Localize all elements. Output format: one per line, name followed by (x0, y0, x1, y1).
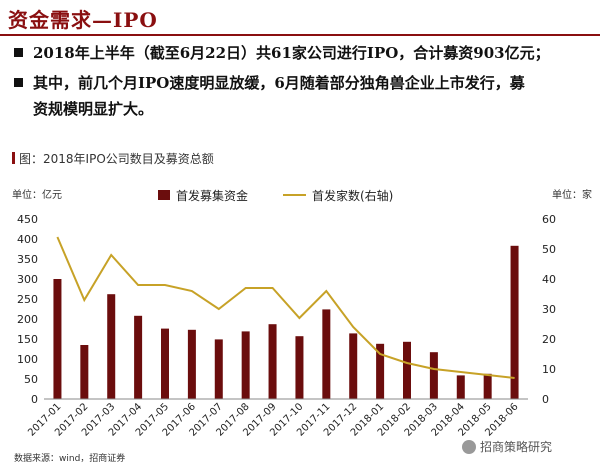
right-tick-label: 30 (542, 303, 556, 316)
chart-caption: 图：2018年IPO公司数目及募资总额 (12, 150, 214, 167)
bar (456, 375, 465, 399)
legend-bar-swatch (158, 190, 170, 200)
left-tick-label: 100 (17, 353, 38, 366)
x-axis: 2017-012017-022017-032017-042017-052017-… (26, 398, 528, 439)
bar (403, 341, 411, 399)
bar (510, 245, 519, 399)
bar-series (53, 245, 519, 399)
bar (187, 329, 196, 399)
legend-line-label: 首发家数(右轴) (312, 188, 393, 203)
left-unit-label: 单位：亿元 (12, 188, 62, 201)
series-line (56, 236, 515, 379)
bullet-point-1: 2018年上半年（截至6月22日）共61家公司进行IPO，合计募资903亿元； (14, 40, 550, 66)
bar (349, 333, 358, 399)
bar (80, 345, 89, 399)
bar (241, 331, 250, 399)
right-axis: 0 10 20 30 40 50 60 (542, 213, 556, 406)
bar (429, 352, 438, 399)
chart-legend: 首发募集资金 首发家数(右轴) (158, 188, 393, 203)
right-tick-label: 40 (542, 273, 556, 286)
right-tick-label: 10 (542, 363, 556, 376)
right-tick-label: 50 (542, 243, 556, 256)
watermark-text: 招商策略研究 (480, 440, 553, 454)
bar (322, 309, 331, 399)
left-tick-label: 200 (17, 313, 38, 326)
square-bullet-icon (14, 78, 23, 87)
caption-marker (12, 152, 15, 164)
bar (483, 373, 492, 399)
left-axis: 0 50 100 150 200 250 300 350 400 450 (17, 213, 38, 406)
right-tick-label: 0 (542, 393, 549, 406)
bar (214, 339, 223, 399)
left-tick-label: 50 (24, 373, 38, 386)
left-tick-label: 250 (17, 293, 38, 306)
wechat-icon (462, 440, 476, 454)
bar (268, 324, 277, 399)
chart-caption-text: 图：2018年IPO公司数目及募资总额 (19, 152, 214, 166)
bar (295, 336, 304, 399)
legend-bar-label: 首发募集资金 (176, 188, 248, 203)
bullet-text-2-continued: 资规模明显扩大。 (33, 100, 154, 118)
page-title: 资金需求—IPO (8, 8, 158, 32)
bar (53, 279, 62, 399)
line-series (56, 236, 515, 379)
bullet-point-2: 其中，前几个月IPO速度明显放缓，6月随着部分独角兽企业上市发行，募 资规模明显… (14, 70, 586, 122)
bar (107, 294, 116, 399)
right-tick-label: 60 (542, 213, 556, 226)
watermark: 招商策略研究 (462, 438, 552, 455)
left-tick-label: 0 (31, 393, 38, 406)
bullet-text-1: 2018年上半年（截至6月22日）共61家公司进行IPO，合计募资903亿元； (33, 44, 550, 62)
bar (376, 343, 385, 399)
right-tick-label: 20 (542, 333, 556, 346)
right-unit-label: 单位：家 (552, 188, 592, 201)
bullet-text-2: 其中，前几个月IPO速度明显放缓，6月随着部分独角兽企业上市发行，募 (33, 74, 525, 92)
ipo-chart: 单位：亿元 单位：家 首发募集资金 首发家数(右轴) 05010015020025… (12, 188, 592, 439)
left-tick-label: 300 (17, 273, 38, 286)
left-tick-label: 400 (17, 233, 38, 246)
left-tick-label: 150 (17, 333, 38, 346)
data-source: 数据来源：wind，招商证券 (14, 454, 126, 464)
bar (161, 328, 169, 399)
left-tick-label: 450 (17, 213, 38, 226)
title-divider (0, 34, 600, 36)
square-bullet-icon (14, 48, 23, 57)
bar (134, 315, 143, 399)
left-tick-label: 350 (17, 253, 38, 266)
